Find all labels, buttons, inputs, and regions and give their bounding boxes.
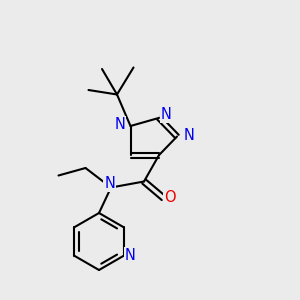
Text: N: N [160,107,171,122]
Text: N: N [114,117,125,132]
Text: O: O [164,190,175,205]
Text: N: N [184,128,194,143]
Text: N: N [125,248,136,263]
Text: N: N [104,176,115,191]
